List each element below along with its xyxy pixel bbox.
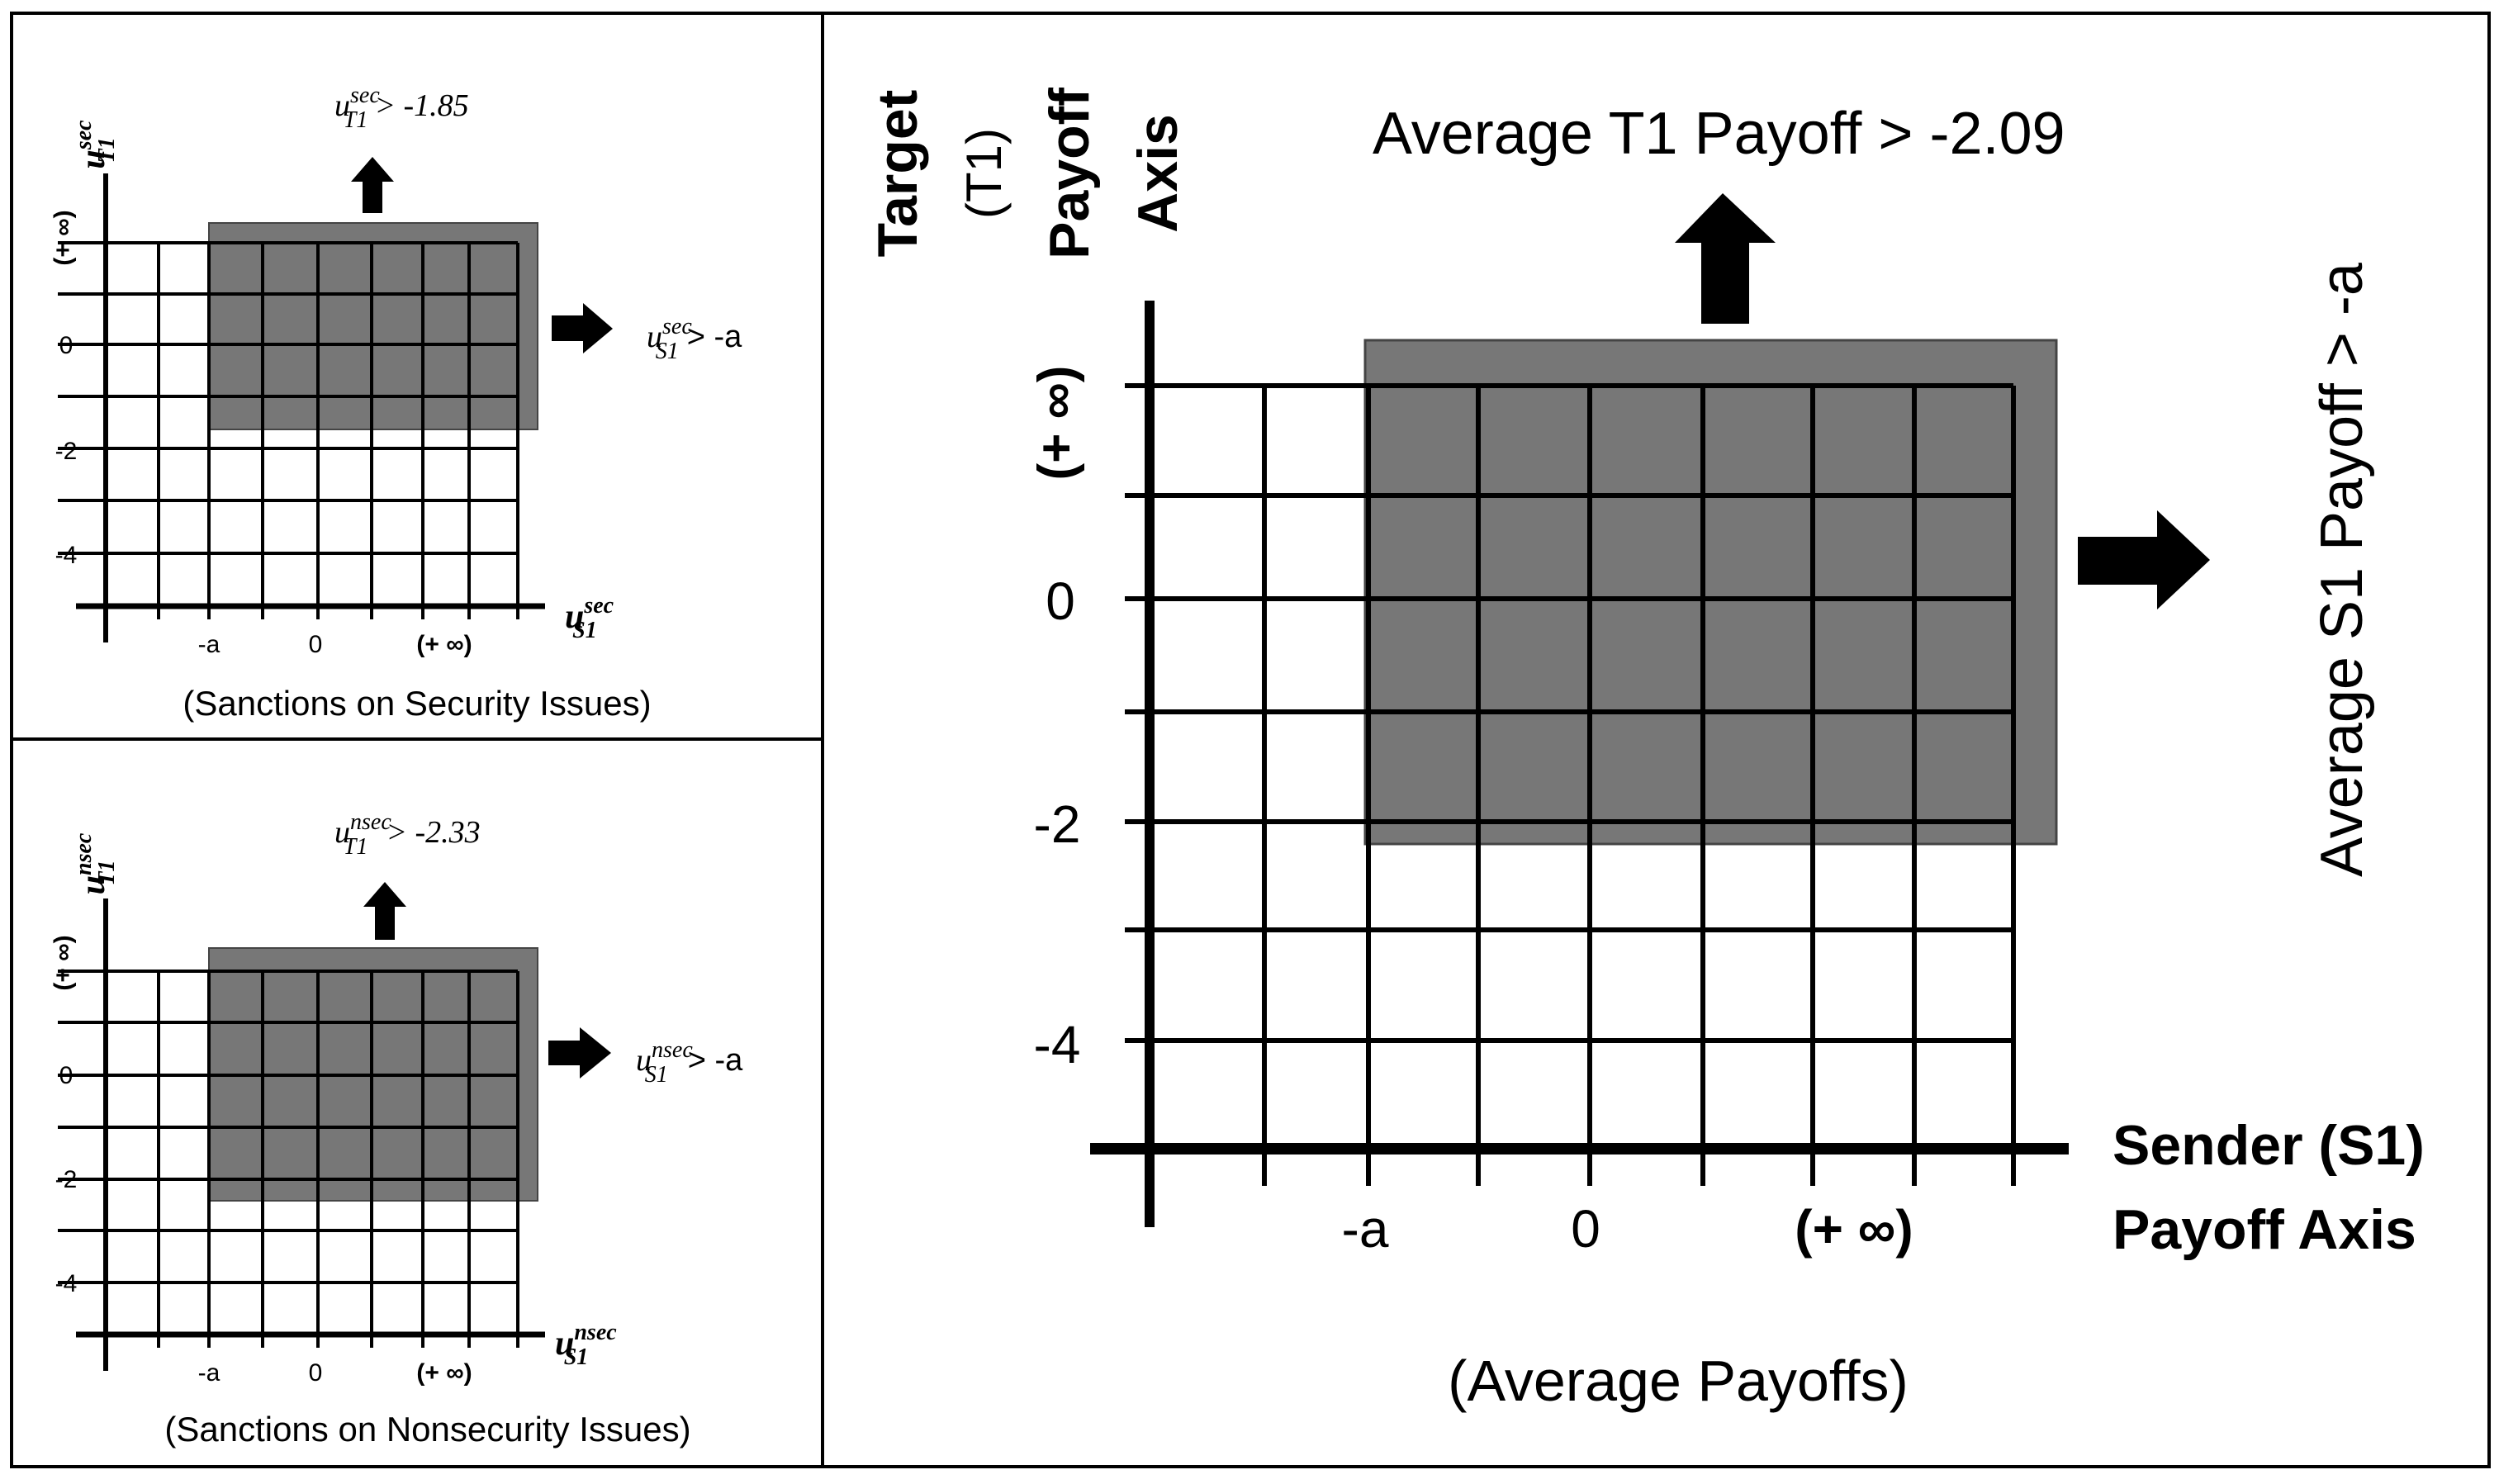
x-tick-label: 0: [309, 631, 323, 658]
svg-text:Axis: Axis: [1126, 114, 1189, 233]
x-tick-label: -a: [1342, 1199, 1389, 1259]
arrow-right-icon: [2078, 510, 2210, 609]
grid: [58, 970, 519, 1348]
y-tick-label: -2: [55, 438, 78, 465]
arrow-up-icon: [1675, 193, 1776, 324]
security-panel: 0 -2 -4 (+ ∞) -a 0 (+ ∞) usecT1 usec S1 u…: [50, 83, 742, 723]
x-axis-variable: usec S1: [565, 593, 614, 643]
svg-text:Target: Target: [866, 90, 929, 258]
x-tick-label: (+ ∞): [416, 631, 472, 658]
x-axis-title: Payoff Axis: [2113, 1198, 2416, 1261]
x-tick-label: 0: [309, 1359, 323, 1387]
x-tick-label: (+ ∞): [1795, 1199, 1913, 1259]
x-tick-label: -a: [198, 631, 220, 658]
x-axis-title: Sender (S1): [2113, 1114, 2425, 1177]
x-tick-label: 0: [1571, 1199, 1600, 1259]
panel-caption: (Sanctions on Nonsecurity Issues): [164, 1410, 690, 1448]
s-threshold-label: usec S1 > -a: [647, 314, 742, 364]
y-axis-title: Target (T1) Payoff Axis: [866, 88, 1189, 259]
y-axis-variable: usecT1: [71, 120, 120, 169]
t-threshold-label: Average T1 Payoff > -2.09: [1373, 101, 2065, 167]
arrow-right-icon: [548, 1027, 611, 1079]
y-tick-label: -2: [55, 1166, 78, 1193]
y-tick-label: -2: [1034, 794, 1081, 854]
y-infinity-label: (+ ∞): [50, 210, 77, 265]
nonsecurity-panel: 0 -2 -4 (+ ∞) -a 0 (+ ∞) unsecT1 unsec S1…: [50, 809, 743, 1448]
svg-text:Payoff: Payoff: [1038, 88, 1101, 259]
svg-text:(T1): (T1): [956, 128, 1012, 219]
y-axis-variable: unsecT1: [71, 832, 120, 894]
t-threshold-label: unsec T1 > -2.33: [334, 809, 481, 860]
x-axis-variable: unsec S1: [555, 1320, 617, 1370]
arrow-up-icon: [363, 882, 406, 940]
x-tick-label: (+ ∞): [416, 1359, 472, 1387]
y-tick-label: 0: [1046, 571, 1075, 631]
x-tick-label: -a: [198, 1359, 220, 1387]
arrow-right-icon: [552, 303, 613, 353]
y-infinity-label: (+ ∞): [1028, 366, 1085, 481]
t-threshold-label: usec T1 > -1.85: [334, 83, 469, 133]
panel-caption: (Sanctions on Security Issues): [183, 684, 651, 723]
panel-caption: (Average Payoffs): [1448, 1349, 1909, 1413]
grid: [1125, 383, 2016, 1186]
s-threshold-label: Average S1 Payoff > -a: [2309, 262, 2375, 877]
arrow-up-icon: [351, 157, 394, 213]
y-tick-label: -4: [55, 1270, 78, 1297]
y-tick-label: 0: [59, 1062, 74, 1089]
y-infinity-label: (+ ∞): [50, 935, 77, 990]
y-tick-label: -4: [1034, 1015, 1081, 1074]
y-tick-label: -4: [55, 542, 78, 569]
main-panel: 0 -2 -4 (+ ∞) -a 0 (+ ∞) Target (T1) Pay…: [866, 88, 2425, 1413]
s-threshold-label: unsec S1 > -a: [636, 1037, 743, 1088]
feasible-region: [1363, 339, 2058, 846]
y-tick-label: 0: [59, 332, 74, 359]
grid: [58, 241, 519, 619]
